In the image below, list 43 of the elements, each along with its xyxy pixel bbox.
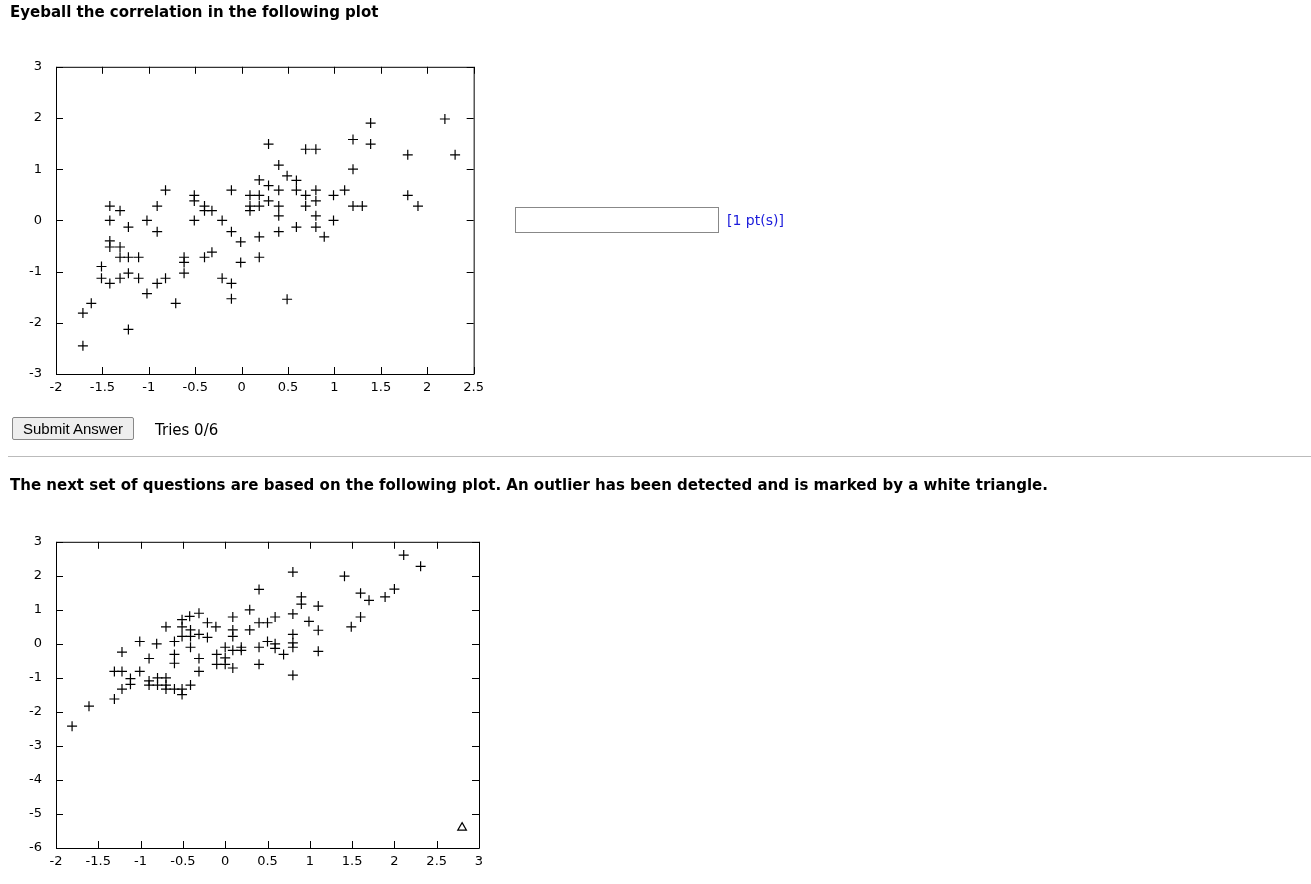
x-tick-label: 2 — [423, 379, 432, 395]
y-tick-label: 3 — [33, 533, 42, 549]
x-tick-label: 1.5 — [370, 379, 392, 395]
y-tick-label: 1 — [33, 601, 42, 617]
y-tick-label: 1 — [33, 160, 42, 176]
y-tick-label: 2 — [33, 567, 42, 583]
y-tick-label: -3 — [29, 737, 42, 753]
text: [1 pt(s)] — [727, 212, 784, 228]
x-tick-label: 1.5 — [341, 853, 363, 869]
text: The next set of questions are based on the following plot. An outlier has been detected and is marked by a white triangle. — [10, 476, 1048, 494]
y-tick-label: -4 — [29, 771, 42, 787]
y-tick-label: 3 — [33, 58, 42, 74]
x-tick-label: -1.5 — [85, 853, 111, 869]
text: Tries 0/6 — [155, 421, 219, 439]
y-tick-label: -2 — [29, 314, 42, 330]
y-tick-label: -6 — [29, 839, 42, 855]
y-tick-label: -2 — [29, 703, 42, 719]
x-tick-label: 3 — [474, 853, 484, 869]
x-tick-label: -1 — [134, 853, 148, 869]
x-tick-label: 1 — [305, 853, 314, 869]
y-tick-label: -1 — [29, 669, 42, 685]
x-tick-label: 2.5 — [426, 853, 448, 869]
x-tick-label: 2 — [390, 853, 399, 869]
y-tick-label: 0 — [33, 211, 42, 227]
y-tick-label: -1 — [29, 262, 42, 278]
x-tick-label: 1 — [330, 379, 339, 395]
y-tick-label: 2 — [33, 109, 42, 125]
x-tick-label: 0.5 — [277, 379, 299, 395]
x-tick-label: 2.5 — [463, 379, 485, 395]
x-tick-label: 0 — [237, 379, 246, 395]
chart-title: Eyeball the correlation in the following plot — [10, 3, 379, 21]
y-tick-label: 0 — [33, 635, 42, 651]
x-tick-label: 0.5 — [257, 853, 278, 869]
x-tick-label: -0.5 — [170, 853, 196, 869]
y-tick-label: -3 — [29, 365, 42, 381]
x-tick-label: -2 — [49, 379, 63, 395]
x-tick-label: -2 — [49, 853, 63, 869]
text: Submit Answer — [12, 417, 135, 440]
y-tick-label: -5 — [29, 805, 42, 821]
x-tick-label: -1 — [142, 379, 156, 395]
x-tick-label: -0.5 — [182, 379, 208, 395]
x-tick-label: -1.5 — [89, 379, 116, 395]
x-tick-label: 0 — [221, 853, 230, 869]
